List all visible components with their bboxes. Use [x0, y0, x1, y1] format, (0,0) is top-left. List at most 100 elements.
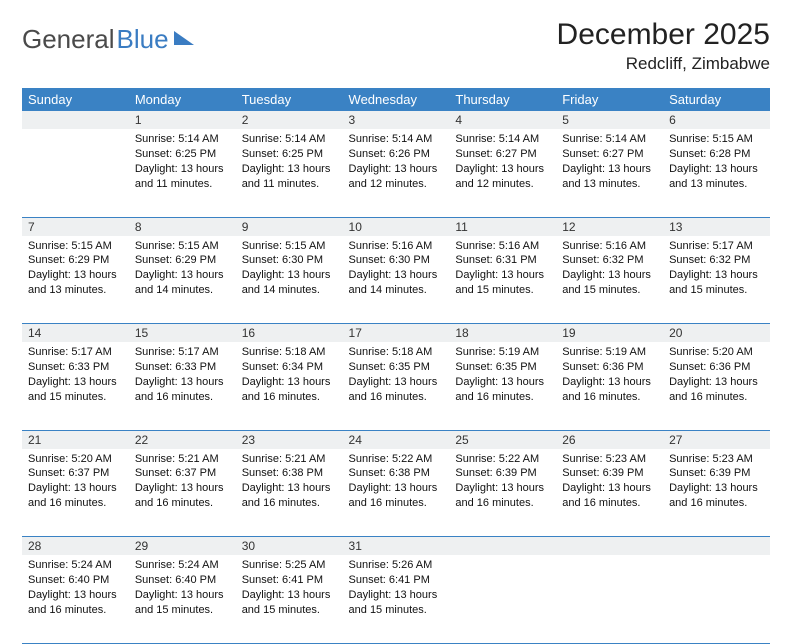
daynum-row: 14151617181920 [22, 324, 770, 343]
sunrise-text: Sunrise: 5:21 AM [242, 452, 337, 467]
day-number: 20 [663, 324, 770, 342]
sunset-text: Sunset: 6:38 PM [242, 466, 337, 481]
calendar-table: Sunday Monday Tuesday Wednesday Thursday… [22, 88, 770, 644]
day-number: 26 [556, 431, 663, 449]
day-number: 4 [449, 111, 556, 129]
daynum-row: 28293031 [22, 537, 770, 556]
week-row: Sunrise: 5:20 AMSunset: 6:37 PMDaylight:… [22, 449, 770, 537]
sunset-text: Sunset: 6:40 PM [135, 573, 230, 588]
sunset-text: Sunset: 6:36 PM [669, 360, 764, 375]
weekday-header: Thursday [449, 88, 556, 111]
sunset-text: Sunset: 6:41 PM [242, 573, 337, 588]
day-number: 12 [556, 218, 663, 236]
sunrise-text: Sunrise: 5:22 AM [455, 452, 550, 467]
daylight-text: Daylight: 13 hours and 11 minutes. [135, 162, 230, 192]
sunrise-text: Sunrise: 5:19 AM [562, 345, 657, 360]
daylight-text: Daylight: 13 hours and 16 minutes. [562, 375, 657, 405]
sunrise-text: Sunrise: 5:23 AM [669, 452, 764, 467]
day-cell: Sunrise: 5:16 AMSunset: 6:32 PMDaylight:… [556, 236, 663, 324]
day-cell: Sunrise: 5:15 AMSunset: 6:28 PMDaylight:… [663, 129, 770, 217]
weekday-header: Wednesday [343, 88, 450, 111]
day-number: 10 [343, 218, 450, 236]
daylight-text: Daylight: 13 hours and 16 minutes. [349, 481, 444, 511]
week-row: Sunrise: 5:15 AM Sunset: 6:29 PM Daylight:… [22, 236, 770, 324]
daylight-text: Daylight: 13 hours and 15 minutes. [135, 588, 230, 618]
sunset-text: Sunset: 6:32 PM [669, 253, 764, 268]
sunrise-text: Sunrise: 5:15 AM [135, 239, 230, 254]
sunset-text: Sunset: 6:29 PM [28, 253, 123, 268]
day-number: 18 [449, 324, 556, 342]
day-number: 17 [343, 324, 450, 342]
sunset-text: Sunset: 6:39 PM [669, 466, 764, 481]
sunset-text: Sunset: 6:26 PM [349, 147, 444, 162]
daylight-text: Daylight: 13 hours and 13 minutes. [669, 162, 764, 192]
day-number: 27 [663, 431, 770, 449]
daylight-text: Daylight: 13 hours and 14 minutes. [349, 268, 444, 298]
sunset-text: Sunset: 6:27 PM [562, 147, 657, 162]
day-number: 22 [129, 431, 236, 449]
daynum-row: 21222324252627 [22, 430, 770, 449]
day-cell: Sunrise: 5:20 AMSunset: 6:37 PMDaylight:… [22, 449, 129, 537]
sunrise-text: Sunrise: 5:21 AM [135, 452, 230, 467]
day-cell: Sunrise: 5:14 AMSunset: 6:26 PMDaylight:… [343, 129, 450, 217]
daylight-text: Daylight: 13 hours and 15 minutes. [242, 588, 337, 618]
logo-text-gray: General [22, 24, 115, 55]
sunrise-text: Sunrise: 5:23 AM [562, 452, 657, 467]
daylight-text: Daylight: 13 hours and 13 minutes. [562, 162, 657, 192]
daylight-text: Daylight: 13 hours and 15 minutes. [349, 588, 444, 618]
sunset-text: Sunset: 6:25 PM [135, 147, 230, 162]
day-number: 23 [236, 431, 343, 449]
day-number [663, 537, 770, 555]
daylight-text: Daylight: 13 hours and 16 minutes. [242, 375, 337, 405]
sunset-text: Sunset: 6:34 PM [242, 360, 337, 375]
daylight-text: Daylight: 13 hours and 16 minutes. [242, 481, 337, 511]
day-number [556, 537, 663, 555]
daylight-text: Daylight: 13 hours and 11 minutes. [242, 162, 337, 192]
day-number: 15 [129, 324, 236, 342]
sunrise-text: Sunrise: 5:25 AM [242, 558, 337, 573]
sunset-text: Sunset: 6:33 PM [28, 360, 123, 375]
day-number: 7 [22, 218, 129, 236]
day-number: 2 [236, 111, 343, 129]
day-number: 9 [236, 218, 343, 236]
daylight-text: Daylight: 13 hours and 16 minutes. [135, 375, 230, 405]
sunrise-text: Sunrise: 5:20 AM [28, 452, 123, 467]
day-cell: Sunrise: 5:24 AMSunset: 6:40 PMDaylight:… [22, 555, 129, 643]
day-number: 19 [556, 324, 663, 342]
daylight-text: Daylight: 13 hours and 14 minutes. [242, 268, 337, 298]
sunset-text: Sunset: 6:39 PM [562, 466, 657, 481]
daylight-text: Daylight: 13 hours and 16 minutes. [28, 588, 123, 618]
day-cell: Sunrise: 5:23 AMSunset: 6:39 PMDaylight:… [663, 449, 770, 537]
daylight-text: Daylight: 13 hours and 16 minutes. [455, 481, 550, 511]
day-cell: Sunrise: 5:16 AMSunset: 6:31 PMDaylight:… [449, 236, 556, 324]
day-number: 6 [663, 111, 770, 129]
sunset-text: Sunset: 6:38 PM [349, 466, 444, 481]
daylight-text: Daylight: 13 hours and 12 minutes. [349, 162, 444, 192]
daylight-text: Daylight: 13 hours and 15 minutes. [28, 375, 123, 405]
day-number: 16 [236, 324, 343, 342]
sunrise-text: Sunrise: 5:15 AM [669, 132, 764, 147]
sunrise-text: Sunrise: 5:14 AM [562, 132, 657, 147]
daylight-text: Daylight: 13 hours and 16 minutes. [669, 481, 764, 511]
daylight-text: Daylight: 13 hours and 16 minutes. [28, 481, 123, 511]
weekday-header: Monday [129, 88, 236, 111]
sunset-text: Sunset: 6:39 PM [455, 466, 550, 481]
day-number: 1 [129, 111, 236, 129]
day-cell [556, 555, 663, 643]
day-number: 5 [556, 111, 663, 129]
day-cell: Sunrise: 5:17 AMSunset: 6:32 PMDaylight:… [663, 236, 770, 324]
day-cell: Sunrise: 5:25 AMSunset: 6:41 PMDaylight:… [236, 555, 343, 643]
daylight-text: Daylight: 13 hours and 16 minutes. [562, 481, 657, 511]
sunrise-text: Sunrise: 5:17 AM [669, 239, 764, 254]
sunset-text: Sunset: 6:33 PM [135, 360, 230, 375]
daylight-text: Daylight: 13 hours and 15 minutes. [669, 268, 764, 298]
day-number: 11 [449, 218, 556, 236]
day-cell: Sunrise: 5:15 AMSunset: 6:29 PMDaylight:… [22, 236, 129, 324]
sunrise-text: Sunrise: 5:19 AM [455, 345, 550, 360]
sunrise-text: Sunrise: 5:14 AM [349, 132, 444, 147]
daylight-text: Daylight: 13 hours and 12 minutes. [455, 162, 550, 192]
day-number: 30 [236, 537, 343, 555]
sunrise-text: Sunrise: 5:26 AM [349, 558, 444, 573]
sunset-text: Sunset: 6:25 PM [242, 147, 337, 162]
daylight-text: Daylight: 13 hours and 16 minutes. [349, 375, 444, 405]
